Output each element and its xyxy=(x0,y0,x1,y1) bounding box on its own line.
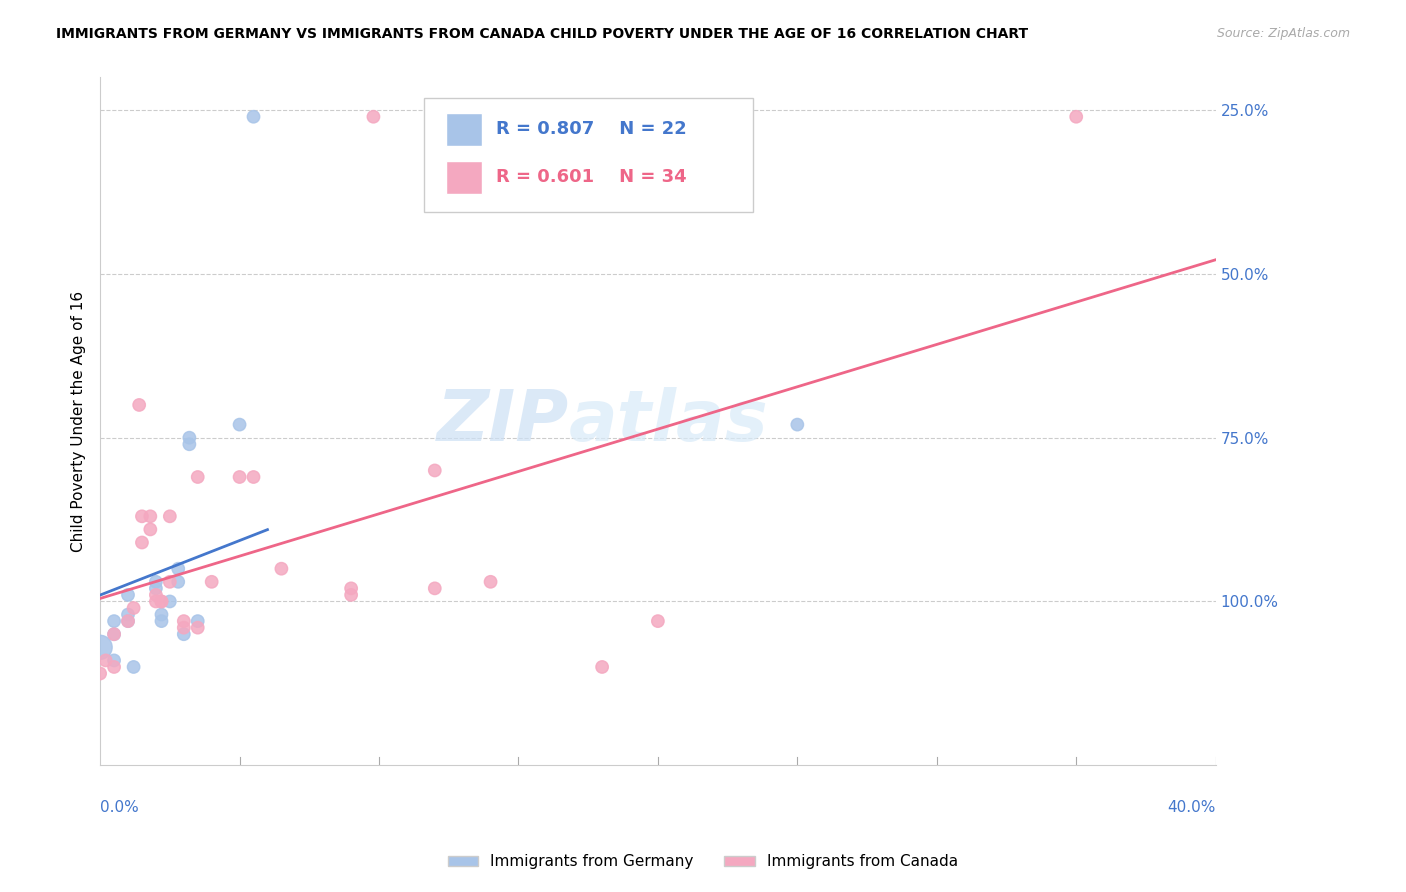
Point xyxy=(242,470,264,484)
Point xyxy=(145,594,167,608)
Point xyxy=(103,614,125,628)
Point xyxy=(187,470,209,484)
Text: ZIP: ZIP xyxy=(436,387,568,456)
Point xyxy=(145,574,167,589)
Point xyxy=(150,614,173,628)
Point xyxy=(103,653,125,667)
Point xyxy=(167,562,190,576)
Point xyxy=(94,653,117,667)
Text: 40.0%: 40.0% xyxy=(1167,799,1216,814)
Point xyxy=(117,588,139,602)
Point xyxy=(228,417,250,432)
Point xyxy=(122,601,145,615)
Point xyxy=(139,509,162,524)
Point xyxy=(131,509,153,524)
Point xyxy=(159,509,181,524)
Point xyxy=(103,660,125,674)
Point xyxy=(179,437,201,451)
Point xyxy=(242,110,264,124)
Point xyxy=(103,627,125,641)
Point xyxy=(145,582,167,596)
Point xyxy=(363,110,385,124)
Legend: Immigrants from Germany, Immigrants from Canada: Immigrants from Germany, Immigrants from… xyxy=(441,848,965,875)
Point xyxy=(340,588,363,602)
Point xyxy=(201,574,224,589)
Point xyxy=(1064,110,1087,124)
Point xyxy=(89,666,111,681)
Point xyxy=(89,640,111,655)
Text: IMMIGRANTS FROM GERMANY VS IMMIGRANTS FROM CANADA CHILD POVERTY UNDER THE AGE OF: IMMIGRANTS FROM GERMANY VS IMMIGRANTS FR… xyxy=(56,27,1028,41)
Point xyxy=(187,621,209,635)
Point xyxy=(173,614,195,628)
Point xyxy=(179,431,201,445)
Point xyxy=(173,627,195,641)
Text: 0.0%: 0.0% xyxy=(100,799,139,814)
Point xyxy=(591,660,613,674)
Point xyxy=(117,614,139,628)
Point xyxy=(647,614,669,628)
Text: R = 0.601    N = 34: R = 0.601 N = 34 xyxy=(496,169,686,186)
Y-axis label: Child Poverty Under the Age of 16: Child Poverty Under the Age of 16 xyxy=(72,291,86,552)
FancyBboxPatch shape xyxy=(423,98,752,211)
Text: atlas: atlas xyxy=(568,387,769,456)
Point xyxy=(117,607,139,622)
Point xyxy=(117,614,139,628)
Text: Source: ZipAtlas.com: Source: ZipAtlas.com xyxy=(1216,27,1350,40)
Point xyxy=(131,535,153,549)
Point xyxy=(228,470,250,484)
Point xyxy=(479,574,502,589)
Point xyxy=(423,582,446,596)
Point xyxy=(159,594,181,608)
Point xyxy=(423,463,446,477)
Point xyxy=(150,607,173,622)
Point xyxy=(159,574,181,589)
Point xyxy=(128,398,150,412)
Point xyxy=(150,594,173,608)
Point xyxy=(173,621,195,635)
Point xyxy=(270,562,292,576)
Point xyxy=(340,582,363,596)
Point xyxy=(187,614,209,628)
Point xyxy=(150,594,173,608)
Point xyxy=(103,627,125,641)
Point xyxy=(786,417,808,432)
Point xyxy=(139,523,162,537)
FancyBboxPatch shape xyxy=(446,113,482,146)
Point xyxy=(122,660,145,674)
Point xyxy=(145,588,167,602)
Text: R = 0.807    N = 22: R = 0.807 N = 22 xyxy=(496,120,688,138)
FancyBboxPatch shape xyxy=(446,161,482,194)
Point xyxy=(167,574,190,589)
